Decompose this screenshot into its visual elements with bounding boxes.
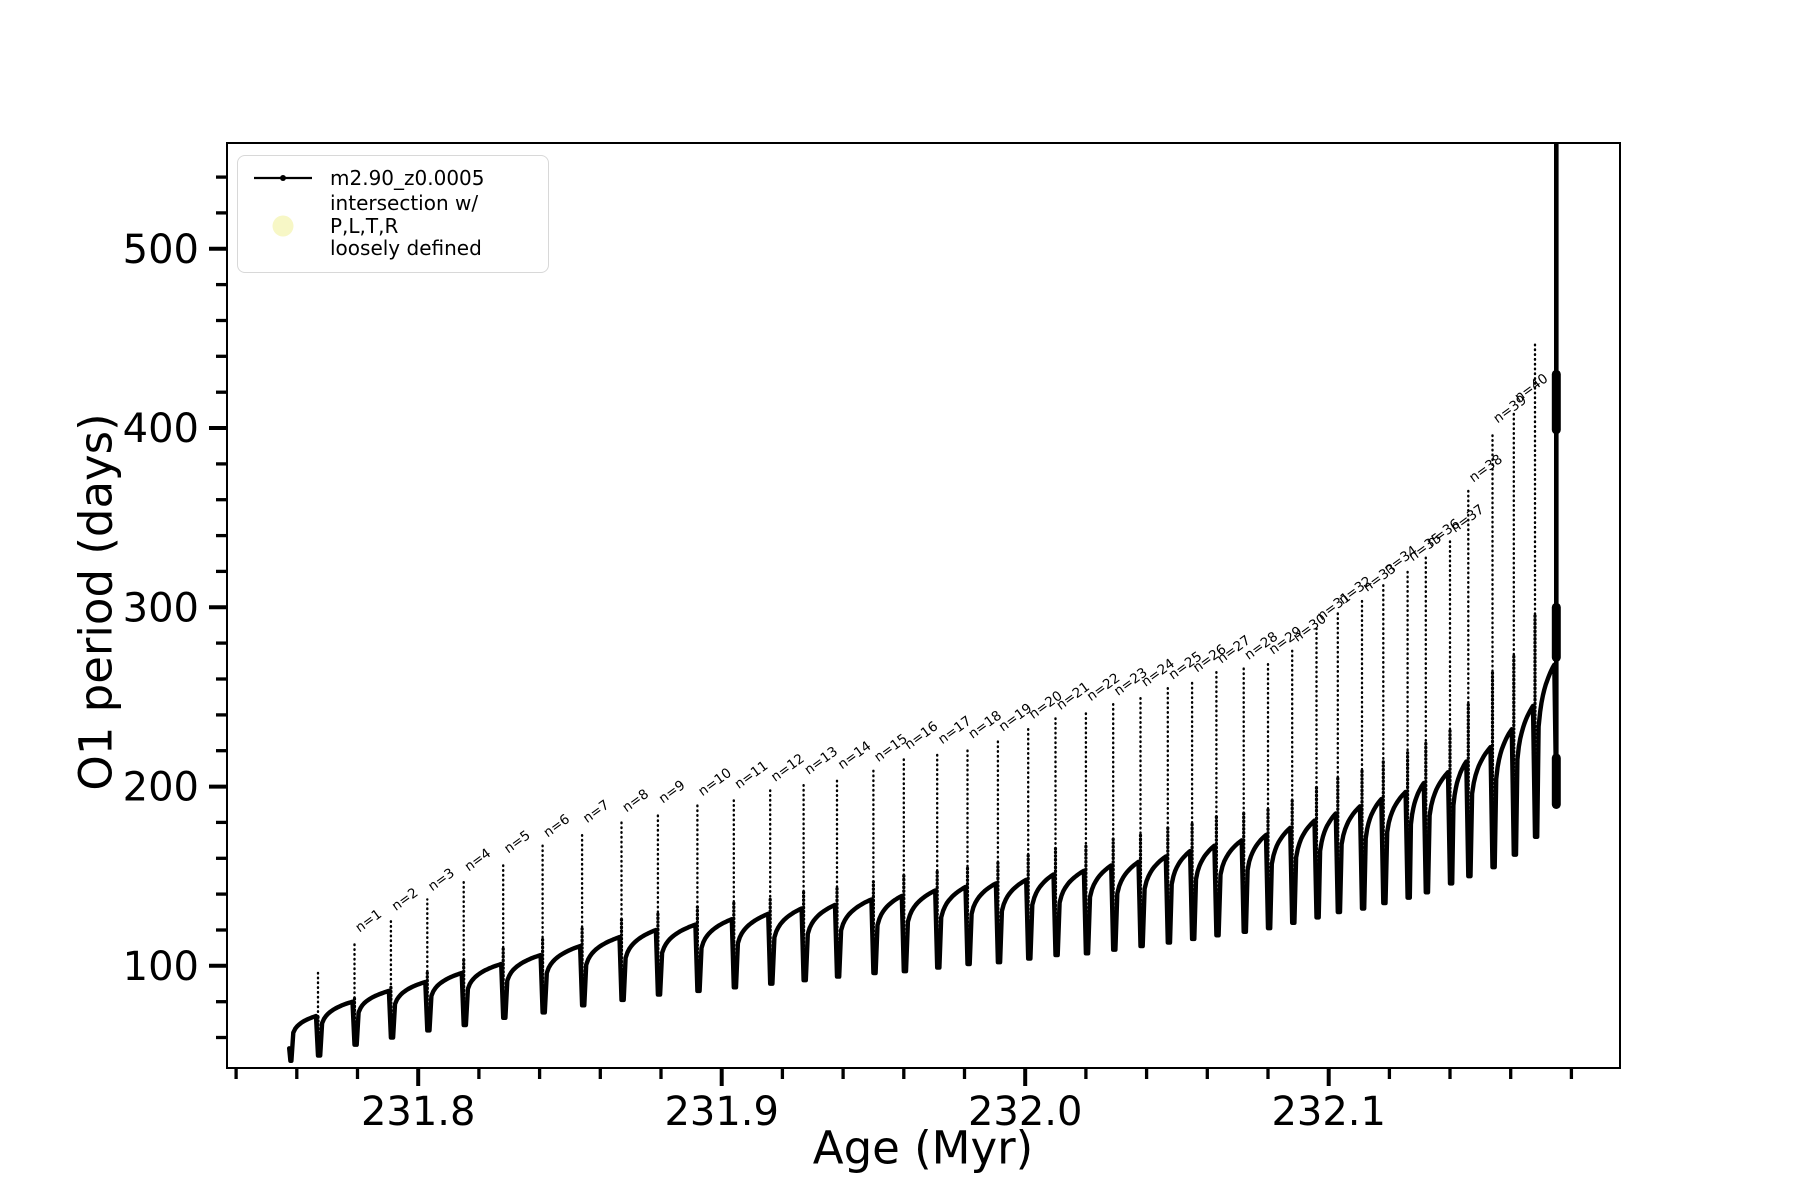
spike-label: n=38 (1466, 451, 1505, 486)
spike-label: n=11 (732, 758, 771, 793)
x-axis-title: Age (Myr) (812, 1121, 1034, 1175)
y-tick-label: 200 (123, 765, 199, 811)
legend-intersection-line1: intersection w/ P,L,T,R (330, 191, 479, 238)
spike-label: n=1 (352, 906, 384, 936)
spike-label: n=2 (389, 885, 421, 915)
legend-entry-intersection: intersection w/ P,L,T,R loosely defined (252, 192, 538, 260)
plot-frame (226, 142, 1621, 1069)
spike-label: n=12 (768, 751, 807, 786)
legend: m2.90_z0.0005 intersection w/ P,L,T,R lo… (237, 155, 549, 273)
spike-label: n=5 (501, 827, 533, 857)
spike-label: n=9 (656, 777, 688, 807)
y-tick-label: 400 (123, 406, 199, 452)
intersection-marker-icon (252, 213, 314, 239)
spike-label: n=4 (462, 845, 494, 875)
y-tick-label: 500 (123, 227, 199, 273)
y-axis-title: O1 period (days) (69, 413, 123, 791)
legend-entry-series: m2.90_z0.0005 (252, 166, 538, 190)
line-dot-marker-icon (252, 166, 314, 190)
x-tick-label: 232.0 (968, 1089, 1083, 1135)
spike-label: n=7 (580, 797, 612, 827)
spike-labels-group: n=1n=2n=3n=4n=5 n=6 n=7 n=8 n=9 n=10n=11n=12 n… (352, 371, 1551, 936)
legend-series-label: m2.90_z0.0005 (330, 165, 485, 190)
spike-label: n=40 (1512, 371, 1551, 406)
spike-label: n=6 (541, 811, 573, 841)
axis-ticks-group: 231.8 231.9 232.0 232.1 100 200 300 400 500 (123, 175, 1574, 1135)
y-tick-label: 300 (123, 585, 199, 631)
spike-label: n=8 (619, 786, 651, 816)
spike-label: n=14 (835, 738, 874, 773)
x-tick-label: 232.1 (1271, 1089, 1386, 1135)
x-tick-label: 231.8 (361, 1089, 476, 1135)
spike-label: n=10 (695, 765, 734, 800)
x-tick-label: 231.9 (664, 1089, 779, 1135)
spike-label: n=3 (425, 865, 457, 895)
series-group (287, 143, 1561, 1063)
legend-intersection-label: intersection w/ P,L,T,R loosely defined (330, 192, 538, 260)
y-tick-label: 100 (123, 944, 199, 990)
series-curve (287, 662, 1559, 1063)
legend-intersection-line2: loosely defined (330, 236, 482, 260)
